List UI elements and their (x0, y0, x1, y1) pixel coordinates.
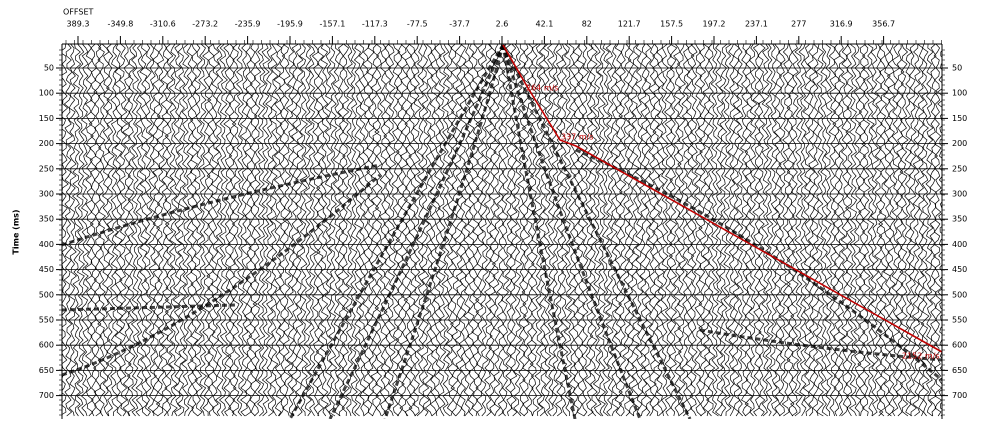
time-label-right: 100 (952, 89, 967, 98)
offset-label: 237.1 (745, 20, 768, 29)
offset-label: 277 (791, 20, 806, 29)
offset-label: -349.8 (108, 20, 134, 29)
time-label-right: 200 (952, 139, 967, 148)
offset-label: 42.1 (535, 20, 553, 29)
seismic-viewer: OFFSET Time (ms) 264 m/s 337 m/s 2152 m/… (0, 0, 988, 419)
time-label-left: 300 (39, 190, 54, 199)
time-label-right: 400 (952, 240, 967, 249)
velocity-label: 264 m/s (526, 84, 558, 93)
time-label-right: 350 (952, 215, 967, 224)
time-label-left: 250 (39, 164, 54, 173)
offset-label: -37.7 (449, 20, 470, 29)
time-label-right: 500 (952, 290, 967, 299)
offset-label: -273.2 (192, 20, 218, 29)
offset-label: 316.9 (830, 20, 853, 29)
time-label-left: 350 (39, 215, 54, 224)
time-label-left: 700 (39, 391, 54, 400)
right-panel (942, 0, 988, 419)
time-label-right: 550 (952, 316, 967, 325)
offset-label: -310.6 (150, 20, 176, 29)
time-label-left: 650 (39, 366, 54, 375)
offset-label: -77.5 (407, 20, 428, 29)
offset-label: 2.6 (496, 20, 509, 29)
offset-label: 157.5 (660, 20, 683, 29)
offset-label: -235.9 (235, 20, 261, 29)
time-label-right: 600 (952, 341, 967, 350)
time-label-left: 500 (39, 290, 54, 299)
offset-label: -157.1 (320, 20, 346, 29)
time-label-right: 650 (952, 366, 967, 375)
time-label-left: 550 (39, 316, 54, 325)
time-axis-title: Time (ms) (12, 209, 21, 254)
offset-label: 389.3 (67, 20, 90, 29)
time-label-right: 300 (952, 190, 967, 199)
time-label-right: 700 (952, 391, 967, 400)
offset-label: -117.3 (362, 20, 388, 29)
offset-label: 82 (582, 20, 592, 29)
time-label-left: 50 (44, 64, 54, 73)
time-label-right: 150 (952, 114, 967, 123)
offset-label: -195.9 (277, 20, 303, 29)
time-label-left: 200 (39, 139, 54, 148)
velocity-label: 2152 m/s (902, 352, 940, 361)
time-label-left: 150 (39, 114, 54, 123)
offset-label: 197.2 (703, 20, 726, 29)
time-label-right: 450 (952, 265, 967, 274)
time-label-left: 100 (39, 89, 54, 98)
time-label-left: 600 (39, 341, 54, 350)
offset-label: 121.7 (618, 20, 641, 29)
time-label-left: 400 (39, 240, 54, 249)
offset-label: 356.7 (872, 20, 895, 29)
time-label-right: 250 (952, 164, 967, 173)
time-label-left: 450 (39, 265, 54, 274)
offset-axis-title: OFFSET (63, 8, 93, 17)
velocity-label: 337 m/s (561, 133, 593, 142)
time-label-right: 50 (952, 64, 962, 73)
page: {"header": {"axis_title": "OFFSET", "off… (0, 0, 988, 419)
